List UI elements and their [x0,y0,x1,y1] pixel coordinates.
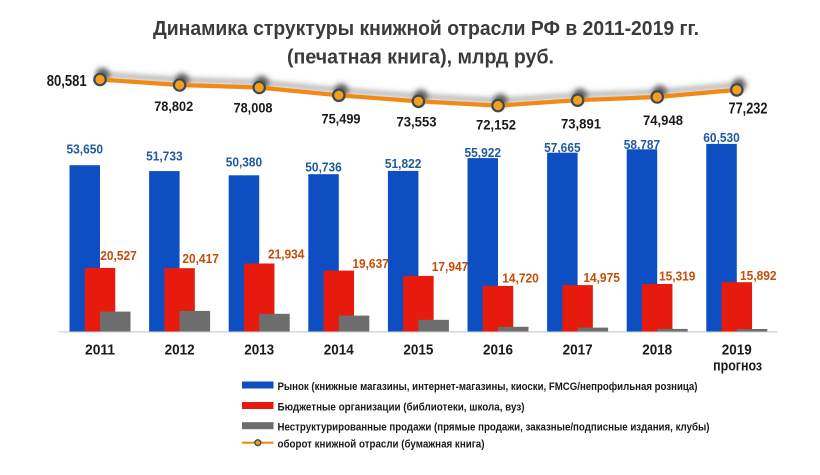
svg-text:51,733: 51,733 [146,149,183,164]
svg-text:2019: 2019 [722,343,752,359]
svg-text:75,499: 75,499 [322,112,361,127]
svg-text:50,736: 50,736 [305,160,342,175]
svg-text:(печатная книга), млрд руб.: (печатная книга), млрд руб. [287,46,554,69]
svg-text:74,948: 74,948 [643,113,683,128]
svg-text:2018: 2018 [642,343,672,359]
svg-text:17,947: 17,947 [432,259,469,274]
svg-text:2013: 2013 [244,343,274,359]
svg-text:77,232: 77,232 [729,100,768,117]
svg-text:50,380: 50,380 [226,155,263,170]
svg-text:15,892: 15,892 [740,268,777,283]
svg-text:60,530: 60,530 [703,130,740,145]
svg-text:Рынок (книжные магазины, интер: Рынок (книжные магазины, интернет-магази… [278,381,698,393]
svg-text:2016: 2016 [483,343,513,359]
svg-text:прогноз: прогноз [713,359,762,375]
svg-text:20,417: 20,417 [182,251,219,266]
svg-text:73,553: 73,553 [397,114,437,129]
svg-text:72,152: 72,152 [476,117,516,132]
svg-text:78,802: 78,802 [154,99,193,114]
svg-text:оборот книжной отрасли (бумажн: оборот книжной отрасли (бумажная книга) [278,438,485,450]
svg-text:53,650: 53,650 [67,141,104,156]
svg-text:80,581: 80,581 [47,73,87,90]
svg-text:73,891: 73,891 [561,117,601,132]
svg-text:2015: 2015 [403,343,433,359]
svg-text:2012: 2012 [165,343,195,359]
svg-text:78,008: 78,008 [234,101,273,116]
svg-text:21,934: 21,934 [268,246,305,261]
svg-text:Неструктурированные продажи (п: Неструктурированные продажи (прямые прод… [278,422,710,434]
svg-text:2017: 2017 [563,343,593,359]
svg-text:19,637: 19,637 [352,256,389,271]
svg-text:55,922: 55,922 [465,145,502,160]
svg-text:Бюджетные организации (библиот: Бюджетные организации (библиотеки, школа… [278,401,525,413]
svg-text:20,527: 20,527 [100,248,137,263]
svg-text:2014: 2014 [324,343,355,359]
svg-text:2011: 2011 [85,343,115,359]
svg-text:14,975: 14,975 [583,270,620,285]
svg-text:58,787: 58,787 [624,137,661,152]
svg-text:Динамика структуры книжной отр: Динамика структуры книжной отрасли РФ в … [153,17,699,40]
svg-text:51,822: 51,822 [385,156,422,171]
svg-text:15,319: 15,319 [659,269,696,284]
svg-text:14,720: 14,720 [502,270,539,285]
svg-text:57,665: 57,665 [544,140,581,155]
